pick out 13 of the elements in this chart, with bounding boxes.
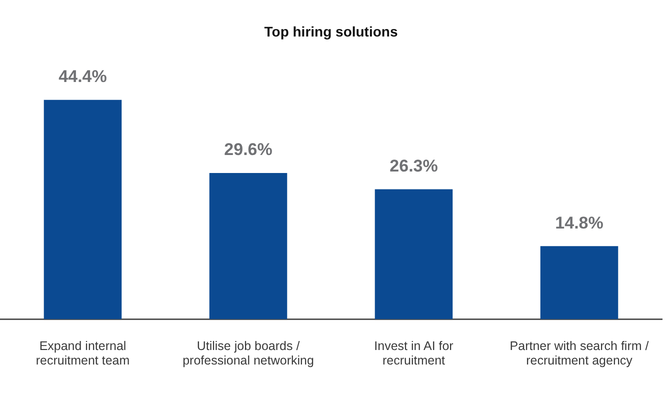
x-tick-label: Partner with search firm / recruitment agency — [510, 338, 650, 368]
data-label: 44.4% — [58, 66, 107, 86]
data-label: 29.6% — [224, 140, 272, 160]
chart-title: Top hiring solutions — [264, 23, 398, 40]
data-label: 26.3% — [390, 156, 438, 176]
bar — [209, 172, 288, 320]
bar — [540, 246, 618, 320]
bar — [374, 189, 453, 320]
x-tick-label: Utilise job boards / professional networking — [182, 338, 314, 368]
x-tick-label: Invest in AI for recruitment — [374, 338, 454, 368]
x-tick-label: Expand internal recruitment team — [36, 338, 130, 368]
bar — [44, 100, 122, 320]
data-label: 14.8% — [555, 213, 604, 232]
